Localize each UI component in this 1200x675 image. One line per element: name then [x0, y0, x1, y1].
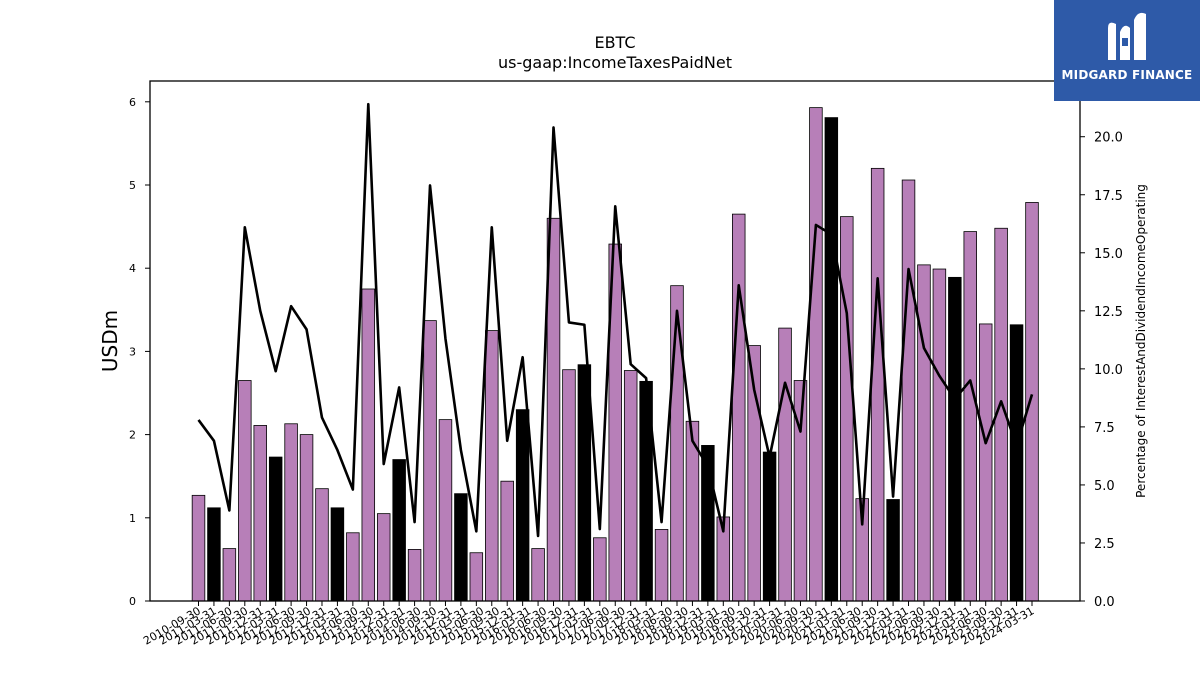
y-tick-label: 3 — [129, 345, 136, 358]
bar — [978, 323, 993, 602]
bar — [515, 409, 530, 602]
chart-subtitle: us-gaap:IncomeTaxesPaidNet — [498, 53, 732, 72]
bar — [423, 320, 437, 602]
y-tick-label: 4 — [129, 262, 136, 275]
y2-tick-label: 5.0 — [1094, 479, 1115, 494]
bar — [809, 107, 823, 602]
midgard-finance-logo: MIDGARD FINANCE — [1054, 0, 1200, 101]
y-tick-label: 0 — [129, 595, 136, 608]
bar — [531, 548, 545, 602]
bar — [762, 451, 777, 602]
bar — [407, 549, 422, 602]
bar — [1009, 324, 1024, 602]
y-tick-label: 2 — [129, 429, 136, 442]
bar — [654, 529, 669, 602]
y-tick-label: 5 — [129, 179, 136, 192]
bar — [732, 213, 746, 602]
y2-tick-label: 15.0 — [1094, 247, 1123, 262]
bar — [932, 268, 947, 602]
bar — [253, 425, 267, 602]
bar — [485, 330, 499, 602]
series-line — [197, 102, 1034, 538]
y-tick-label: 6 — [129, 96, 136, 109]
bar — [376, 513, 391, 602]
y2-tick-label: 12.5 — [1094, 305, 1123, 320]
y2-axis-label: Percentage of InterestAndDividendIncomeO… — [1134, 184, 1148, 498]
bar — [222, 548, 237, 602]
logo-mark-icon — [1108, 12, 1146, 61]
bar — [299, 434, 314, 602]
bar — [1025, 202, 1039, 602]
bar — [948, 276, 962, 602]
bar — [454, 493, 468, 602]
bar — [870, 167, 885, 602]
bar — [268, 456, 283, 602]
logo-text: MIDGARD FINANCE — [1061, 68, 1193, 82]
bar — [778, 327, 792, 602]
y2-tick-label: 7.5 — [1094, 421, 1115, 436]
y-axis-label: USDm — [98, 310, 122, 372]
bar — [562, 369, 576, 602]
y2-tick-label: 0.0 — [1094, 595, 1115, 610]
bar — [901, 179, 916, 602]
bar — [824, 117, 839, 602]
bar — [346, 532, 360, 602]
y-tick-label: 1 — [129, 512, 136, 525]
y2-tick-label: 20.0 — [1094, 131, 1123, 146]
bar — [917, 264, 931, 602]
bar — [191, 494, 206, 602]
bar — [361, 288, 376, 602]
bar — [315, 488, 329, 602]
bar — [238, 380, 252, 602]
bar — [500, 480, 514, 602]
y2-tick-label: 17.5 — [1094, 189, 1123, 204]
bar — [886, 499, 900, 602]
bar — [623, 370, 638, 602]
bar — [284, 423, 298, 602]
y2-tick-label: 10.0 — [1094, 363, 1123, 378]
chart-title: EBTC — [594, 33, 635, 52]
bar — [392, 459, 406, 602]
bar — [840, 216, 854, 602]
bar — [963, 231, 977, 602]
bar — [330, 507, 345, 602]
bar — [593, 537, 607, 602]
bar — [469, 552, 484, 602]
bar — [438, 419, 453, 602]
y2-tick-label: 2.5 — [1094, 537, 1115, 552]
bar — [670, 285, 684, 602]
bar — [207, 507, 221, 602]
